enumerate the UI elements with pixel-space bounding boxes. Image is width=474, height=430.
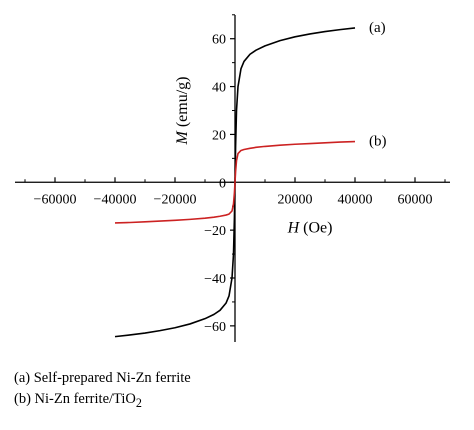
ticks: −60000 −40000 −20000 20000 40000 60000 −60 −40 −… <box>24 14 446 335</box>
hysteresis-chart: −60000 −40000 −20000 20000 40000 60000 −60 −40 −… <box>15 14 450 342</box>
series-label-b: (b) <box>369 134 387 150</box>
y-tick-label-40: 40 <box>212 81 226 96</box>
x-axis-title: H (Oe) <box>287 219 333 236</box>
x-tick-label--40000: −40000 <box>94 192 137 207</box>
x-tick-label-20000: 20000 <box>278 192 313 207</box>
y-tick-label--40: −40 <box>204 272 226 287</box>
y-tick-label--20: −20 <box>204 224 226 239</box>
y-tick-label-20: 20 <box>212 128 226 143</box>
legend-item-b-text: (b) Ni-Zn ferrite/TiO <box>14 391 136 407</box>
series <box>114 27 356 338</box>
x-tick-label-40000: 40000 <box>338 192 373 207</box>
y-axis-var: M <box>174 129 191 145</box>
x-tick-label--60000: −60000 <box>34 192 77 207</box>
x-axis-var: H <box>287 219 301 236</box>
axes <box>15 15 450 342</box>
x-tick-label-60000: 60000 <box>398 192 433 207</box>
y-tick-label-0: 0 <box>219 176 226 191</box>
figure-legend: (a) Self-prepared Ni-Zn ferrite (b) Ni-Z… <box>14 368 191 414</box>
legend-item-b: (b) Ni-Zn ferrite/TiO2 <box>14 389 191 414</box>
x-tick-label--20000: −20000 <box>154 192 197 207</box>
y-axis-title: M (emu/g) <box>174 77 191 146</box>
legend-item-a-text: (a) Self-prepared Ni-Zn ferrite <box>14 370 191 386</box>
y-tick-label-60: 60 <box>212 33 226 48</box>
legend-item-b-subscript: 2 <box>135 395 142 410</box>
labels: (a) (b) M (emu/g) H (Oe) <box>174 20 387 236</box>
x-axis-unit: (Oe) <box>299 219 332 236</box>
legend-item-a: (a) Self-prepared Ni-Zn ferrite <box>14 368 191 389</box>
y-tick-label--60: −60 <box>204 320 226 335</box>
y-axis-unit: (emu/g) <box>174 77 191 132</box>
series-label-a: (a) <box>369 20 386 36</box>
series-line-b <box>114 140 356 224</box>
